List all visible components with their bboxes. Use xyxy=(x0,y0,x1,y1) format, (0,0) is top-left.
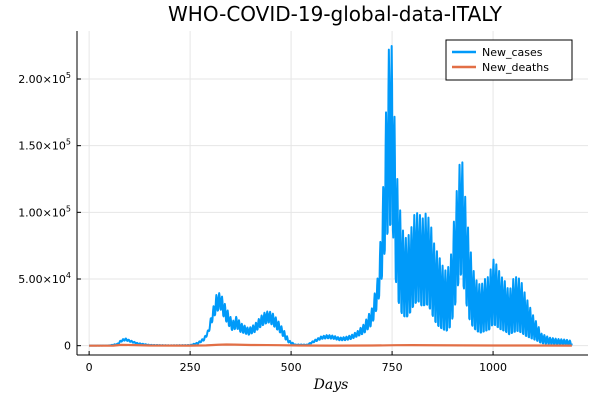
chart-title: WHO-COVID-19-global-data-ITALY xyxy=(168,2,503,26)
series-line-new-cases xyxy=(88,45,573,347)
x-tick-label: 1000 xyxy=(479,361,507,374)
series-line-new-deaths xyxy=(89,343,572,347)
x-axis-label: Days xyxy=(313,377,349,393)
axes: 0 250 500 750 1000 0 5.00×104 1.00×105 1.50×105 2… xyxy=(18,31,588,374)
legend-box xyxy=(445,39,573,81)
y-tick-label: 1.00×105 xyxy=(18,204,71,219)
x-tick-label: 750 xyxy=(382,361,403,374)
y-tick-label: 1.50×105 xyxy=(18,138,71,153)
y-tick-label: 2.00×105 xyxy=(18,71,71,86)
legend-label-new-deaths: New_deaths xyxy=(482,61,549,74)
series-layer xyxy=(88,45,573,347)
y-tick-label: 5.00×104 xyxy=(18,271,71,286)
x-tick-label: 0 xyxy=(86,361,93,374)
x-tick-label: 500 xyxy=(281,361,302,374)
legend: New_cases New_deaths xyxy=(445,39,573,81)
y-tick-label: 0 xyxy=(64,340,71,353)
x-tick-label: 250 xyxy=(180,361,201,374)
legend-label-new-cases: New_cases xyxy=(482,46,543,59)
